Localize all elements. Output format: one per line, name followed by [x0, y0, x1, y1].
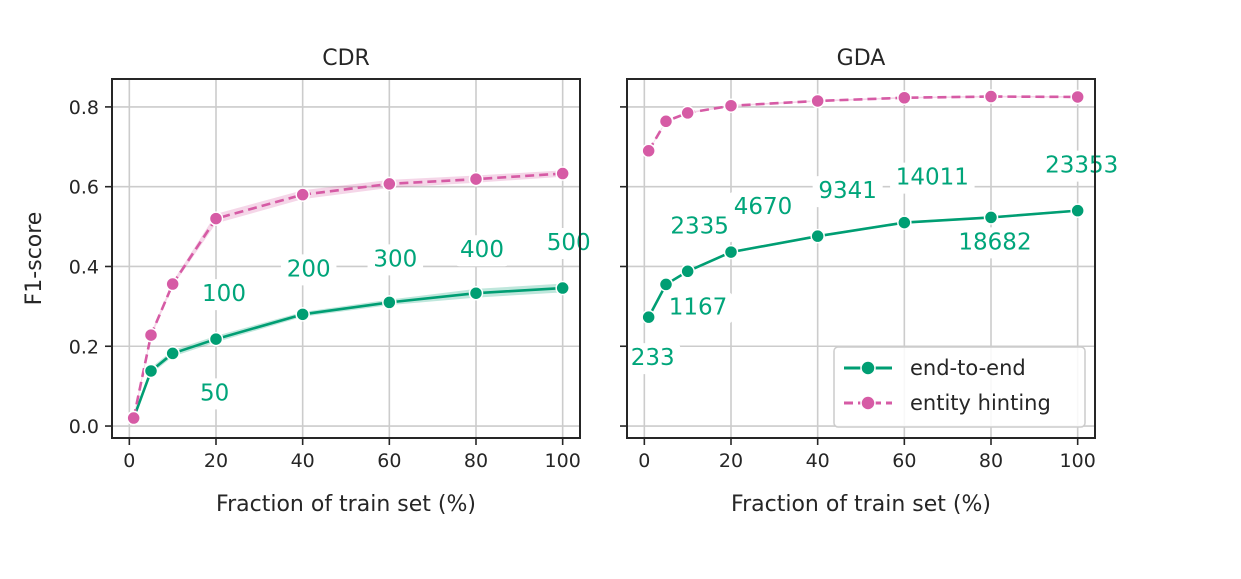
cdr-annotation-label: 50 — [200, 380, 229, 406]
legend: end-to-end entity hinting — [833, 346, 1086, 428]
cdr-y-tick-label: 0.4 — [69, 256, 99, 278]
cdr-annotation-box — [367, 244, 424, 276]
cdr-end-to-end-point — [208, 331, 224, 347]
cdr-x-tick-label: 60 — [377, 450, 401, 472]
gda-annotation-label: 233 — [631, 345, 675, 371]
cdr-y-tick-label: 0.6 — [69, 177, 99, 199]
cdr-entity-hinting-point — [126, 410, 141, 426]
gda-end-to-end-point — [897, 215, 912, 230]
cdr-entity-hinting-point — [295, 187, 310, 202]
cdr-title: CDR — [322, 46, 370, 71]
gda-end-to-end-point — [641, 309, 656, 325]
cdr-entity-hinting-point — [555, 166, 570, 181]
cdr-end-to-end-point — [382, 295, 397, 310]
cdr-x-tick-label: 80 — [464, 450, 488, 472]
gda-entity-hinting-point — [897, 90, 912, 105]
cdr-panel: 50 100 200 300 400 500 0 20 40 60 80 100 0.0 0.2 0.4 0… — [22, 46, 597, 517]
cdr-annotation-label: 100 — [202, 281, 246, 307]
gda-entity-hinting-band — [648, 95, 1078, 152]
cdr-annotation-label: 200 — [287, 256, 331, 282]
gda-x-tick-label: 20 — [719, 450, 743, 472]
gda-annotation-label: 1167 — [669, 294, 728, 320]
gda-annotation-box — [1039, 150, 1124, 182]
gda-entity-hinting-point — [680, 105, 695, 121]
cdr-entity-hinting-line — [132, 172, 563, 419]
cdr-x-axis-label: Fraction of train set (%) — [216, 492, 476, 517]
gda-annotation-box — [624, 343, 681, 375]
legend-end-to-end-label: end-to-end — [910, 356, 1026, 380]
gda-annotation-box — [728, 192, 798, 224]
cdr-x-tick-label: 100 — [545, 450, 581, 472]
cdr-entity-hinting-point — [468, 171, 484, 187]
gda-annotation-box — [890, 162, 975, 194]
cdr-entity-hinting-point — [165, 276, 180, 292]
legend-box — [833, 346, 1086, 428]
gda-entity-hinting-point — [658, 114, 674, 129]
gda-x-tick-label: 40 — [806, 450, 830, 472]
cdr-annotation-label: 500 — [547, 230, 591, 256]
gda-end-to-end-point — [1070, 203, 1085, 218]
y-axis-label: F1-score — [22, 212, 47, 306]
gda-x-tick-label: 60 — [892, 450, 916, 472]
gda-entity-hinting-point — [723, 98, 739, 113]
gda-entity-hinting-point — [983, 89, 999, 104]
gda-end-to-end-point — [723, 244, 739, 260]
cdr-annotation-box — [194, 378, 236, 410]
gda-end-to-end-point — [810, 228, 825, 244]
gda-annotation-box — [664, 211, 735, 243]
gda-x-tick-label: 100 — [1060, 450, 1096, 472]
cdr-annotation-box — [280, 254, 337, 286]
cdr-entity-hinting-point — [382, 176, 397, 192]
gda-annotation-label: 9341 — [818, 178, 877, 204]
gda-annotation-label: 18682 — [958, 229, 1031, 255]
gda-end-to-end-point — [658, 277, 674, 292]
gda-annotation-label: 4670 — [734, 194, 793, 220]
cdr-entity-hinting-point — [143, 327, 159, 343]
gda-entity-hinting-point — [1070, 89, 1085, 105]
cdr-y-tick-label: 0.8 — [69, 97, 99, 119]
gda-x-tick-label: 80 — [979, 450, 1003, 472]
cdr-annotation-box — [196, 279, 252, 311]
gda-x-axis-label: Fraction of train set (%) — [731, 492, 991, 517]
cdr-x-tick-label: 40 — [291, 450, 315, 472]
gda-annotation-label: 23353 — [1045, 153, 1118, 179]
cdr-end-to-end-point — [165, 346, 180, 361]
cdr-end-to-end-point — [555, 280, 570, 296]
gda-entity-hinting-point — [641, 143, 656, 159]
gda-entity-hinting-line — [647, 95, 1078, 152]
gda-annotation-box — [952, 227, 1038, 259]
legend-entity-hinting-marker — [860, 395, 876, 411]
cdr-end-to-end-point — [143, 363, 159, 379]
gda-annotation-box — [812, 176, 883, 208]
gda-title: GDA — [837, 46, 886, 71]
cdr-entity-hinting-point — [208, 211, 224, 226]
gda-annotation-label: 14011 — [896, 165, 969, 191]
gda-entity-hinting-point — [810, 93, 825, 109]
gda-plot-frame — [626, 78, 1096, 439]
gda-annotation-label: 2335 — [670, 213, 729, 239]
cdr-x-tick-label: 20 — [204, 450, 228, 472]
cdr-y-tick-label: 0.0 — [69, 416, 99, 438]
cdr-annotation-label: 400 — [460, 237, 504, 263]
gda-annotation-box — [663, 292, 733, 324]
cdr-annotation-box — [540, 228, 597, 260]
cdr-annotation-label: 300 — [373, 246, 417, 272]
gda-end-to-end-point — [983, 210, 999, 225]
legend-end-to-end-marker — [860, 360, 876, 376]
cdr-x-tick-label: 0 — [123, 450, 135, 472]
gda-end-to-end-point — [680, 264, 695, 279]
cdr-annotation-box — [454, 235, 510, 267]
legend-entity-hinting-label: entity hinting — [910, 391, 1051, 415]
cdr-end-to-end-point — [295, 307, 310, 322]
gda-x-tick-label: 0 — [638, 450, 650, 472]
cdr-plot-frame — [111, 78, 581, 439]
cdr-y-tick-label: 0.2 — [69, 336, 99, 358]
cdr-end-to-end-point — [468, 285, 484, 301]
